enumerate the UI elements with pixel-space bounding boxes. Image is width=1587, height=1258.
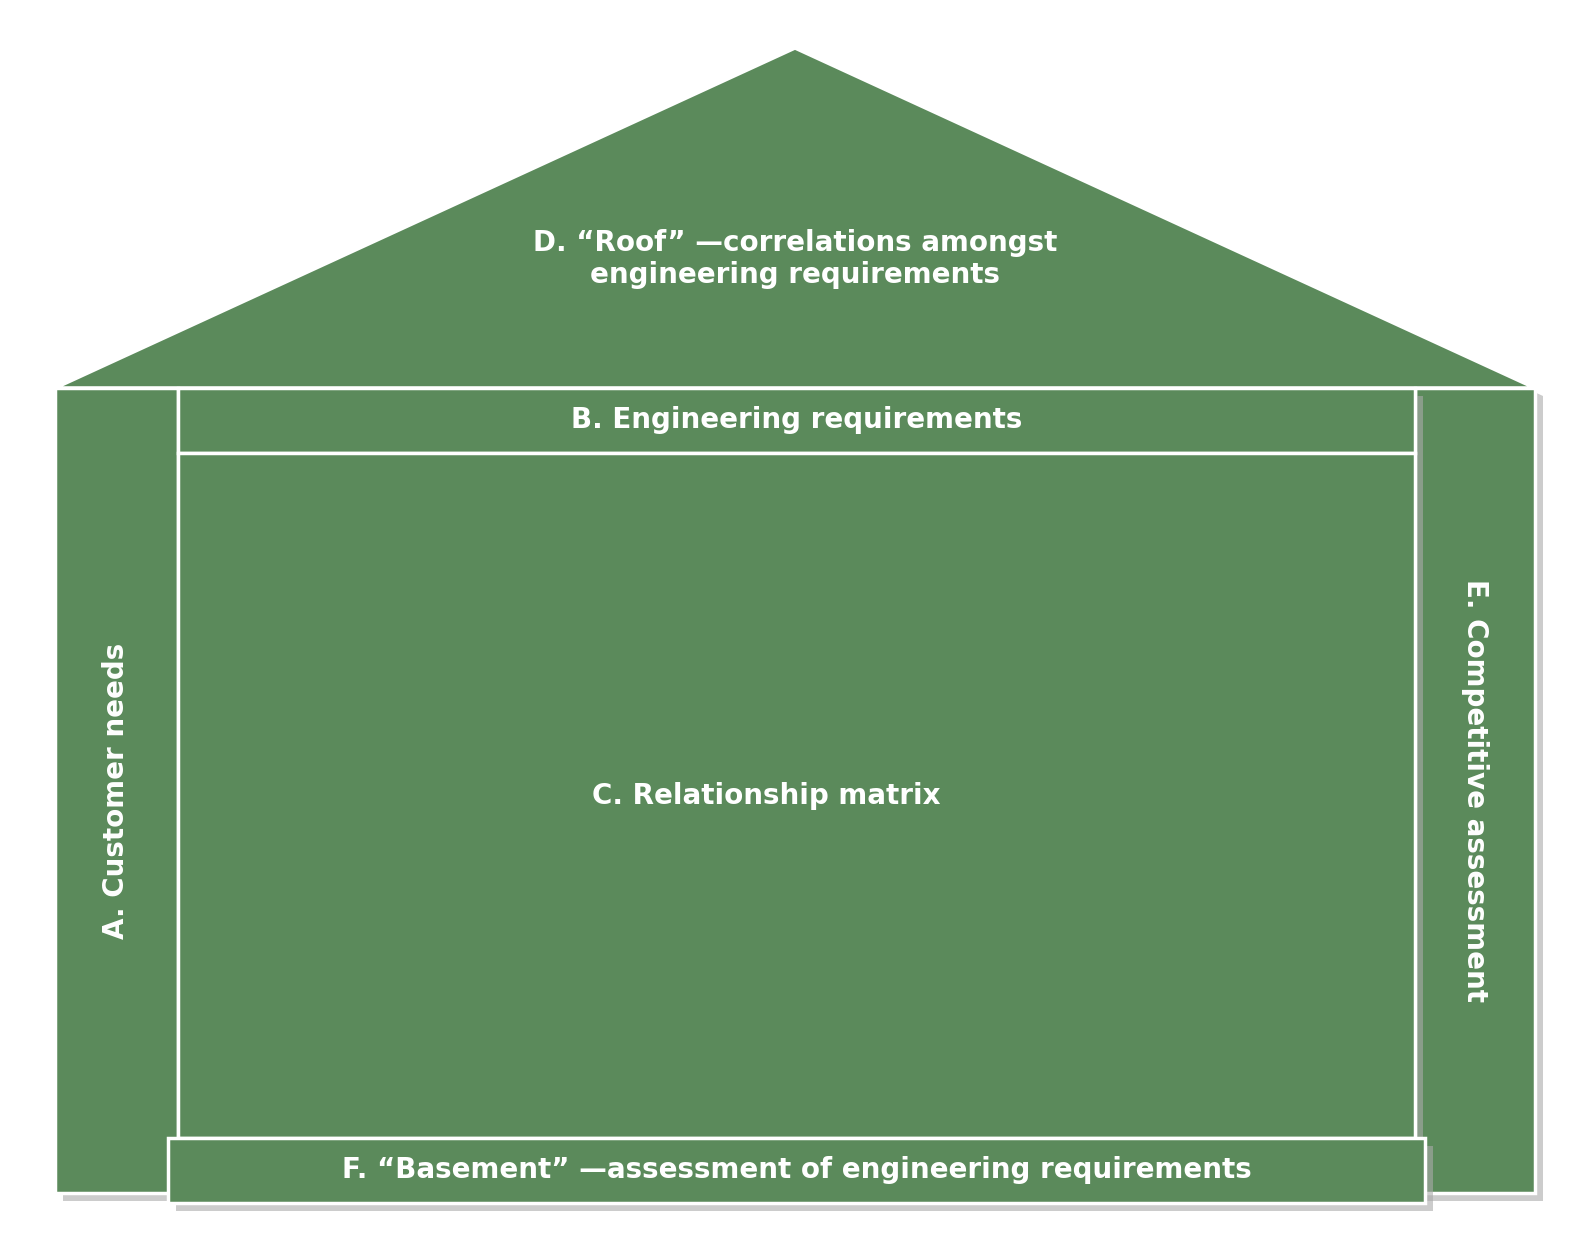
Text: C. Relationship matrix: C. Relationship matrix bbox=[592, 781, 941, 809]
Bar bbox=[178, 453, 1416, 1138]
Text: D. “Roof” —correlations amongst
engineering requirements: D. “Roof” —correlations amongst engineer… bbox=[533, 229, 1057, 289]
Polygon shape bbox=[186, 396, 1424, 460]
Polygon shape bbox=[1424, 396, 1543, 1201]
Text: A. Customer needs: A. Customer needs bbox=[103, 643, 130, 938]
Text: E. Competitive assessment: E. Competitive assessment bbox=[1462, 579, 1489, 1003]
Text: F. “Basement” —assessment of engineering requirements: F. “Basement” —assessment of engineering… bbox=[341, 1156, 1252, 1185]
Polygon shape bbox=[63, 57, 1543, 396]
Bar bbox=[1416, 387, 1535, 1193]
Bar bbox=[56, 387, 178, 1193]
Bar bbox=[178, 387, 1416, 453]
Polygon shape bbox=[56, 48, 1535, 387]
Polygon shape bbox=[186, 460, 1424, 1146]
Bar bbox=[168, 1138, 1425, 1203]
Polygon shape bbox=[176, 1146, 1433, 1211]
Polygon shape bbox=[63, 396, 186, 1201]
Text: B. Engineering requirements: B. Engineering requirements bbox=[571, 406, 1022, 434]
